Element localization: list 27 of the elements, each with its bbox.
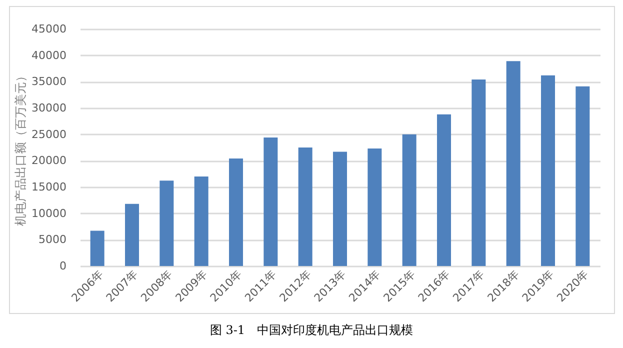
- bar: [368, 148, 382, 266]
- y-tick-label: 5000: [38, 233, 66, 246]
- y-tick-label: 10000: [32, 206, 66, 220]
- bar: [333, 152, 347, 266]
- y-tick-label: 0: [60, 260, 66, 272]
- bar: [125, 204, 139, 266]
- bar: [264, 137, 278, 266]
- bar: [402, 134, 416, 266]
- y-tick-label: 35000: [32, 75, 66, 88]
- bar: [194, 176, 208, 266]
- y-tick-label: 45000: [32, 22, 66, 36]
- bar: [506, 61, 520, 266]
- y-tick-label: 15000: [32, 180, 66, 194]
- bar: [472, 80, 486, 266]
- bar: [541, 75, 555, 266]
- bar: [576, 86, 590, 266]
- bar: [229, 158, 243, 266]
- y-tick-label: 40000: [32, 48, 66, 62]
- bar: [298, 148, 312, 266]
- y-tick-label: 30000: [32, 102, 66, 114]
- y-tick-label: 20000: [32, 154, 66, 168]
- bar: [437, 114, 451, 266]
- bar: [90, 230, 104, 266]
- y-axis-title: 机电产品出口额（百万美元）: [14, 70, 28, 226]
- bar: [160, 180, 174, 266]
- y-tick-label: 25000: [32, 128, 66, 141]
- text: 图 3-1 中国对印度机电产品出口规模: [208, 322, 414, 339]
